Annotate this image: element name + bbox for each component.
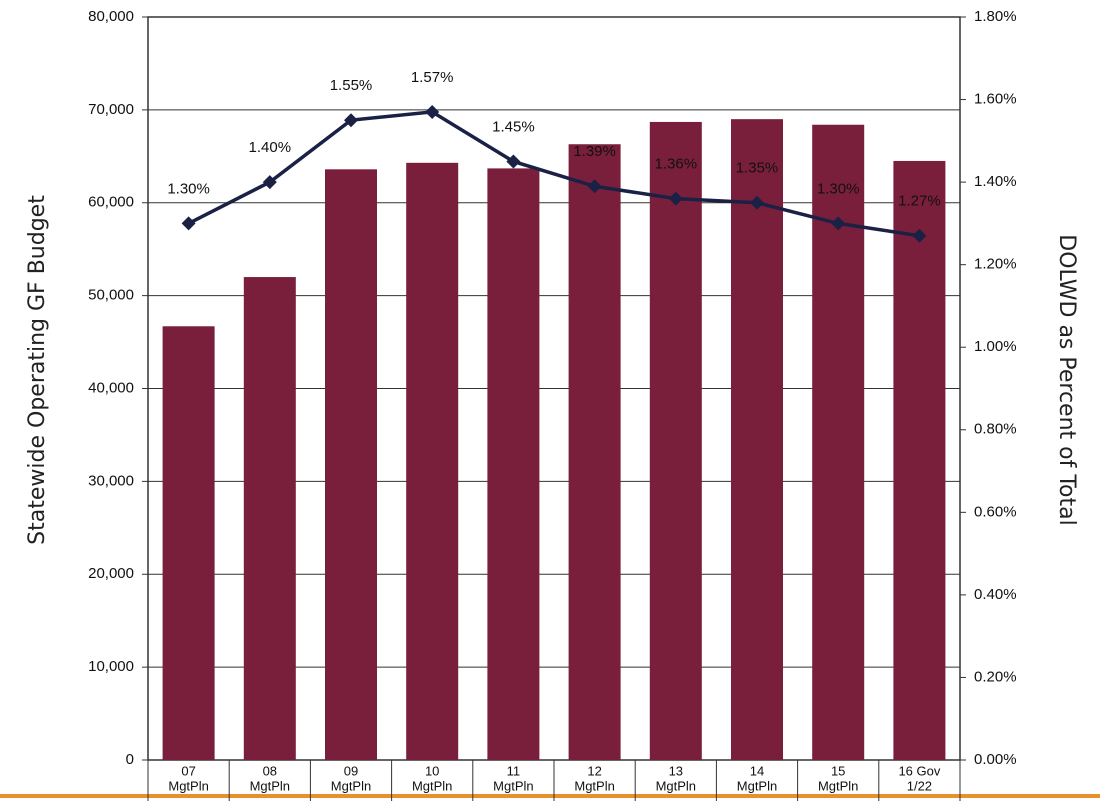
y-axis-title: Statewide Operating GF Budget	[25, 195, 50, 545]
data-label: 1.30%	[167, 180, 210, 197]
y-tick-label: 60,000	[88, 194, 134, 211]
data-label: 1.35%	[736, 160, 779, 177]
x-tick-label: MgtPln	[656, 778, 696, 793]
data-label: 1.55%	[330, 77, 373, 94]
y-tick-label: 0	[126, 751, 134, 768]
bar	[893, 160, 946, 761]
x-tick-label: MgtPln	[250, 778, 290, 793]
bar	[731, 119, 783, 761]
bar	[649, 121, 702, 761]
y-tick-label: 40,000	[88, 379, 134, 396]
y2-tick-label: 0.40%	[974, 586, 1017, 603]
data-label: 1.27%	[898, 193, 941, 210]
y-tick-label: 50,000	[88, 287, 134, 304]
bar	[325, 169, 377, 760]
line-marker	[344, 113, 358, 128]
x-tick-label: MgtPln	[818, 778, 858, 793]
x-tick-label: MgtPln	[331, 778, 371, 793]
bar	[406, 162, 459, 761]
bar	[243, 277, 296, 760]
x-tick-label: 12	[587, 763, 601, 778]
y2-tick-label: 1.60%	[974, 91, 1017, 108]
data-label: 1.30%	[817, 180, 860, 197]
x-tick-label: MgtPln	[574, 778, 614, 793]
line-marker	[912, 228, 927, 243]
data-label: 1.40%	[249, 139, 292, 156]
y-tick-label: 10,000	[88, 658, 134, 675]
line-marker	[181, 216, 196, 231]
y2-axis-title: DOLWD as Percent of Total	[1054, 234, 1079, 525]
y2-tick-label: 0.80%	[974, 421, 1017, 438]
y-tick-label: 30,000	[88, 472, 134, 489]
x-tick-label: MgtPln	[737, 778, 777, 793]
line-marker	[425, 104, 440, 119]
y2-tick-label: 1.80%	[974, 8, 1017, 25]
x-tick-label: 07	[181, 763, 195, 778]
line-marker	[587, 179, 602, 194]
bar	[162, 326, 215, 760]
x-tick-label: 13	[669, 763, 683, 778]
x-tick-label: 16 Gov	[898, 763, 940, 778]
x-tick-label: 14	[750, 763, 764, 778]
x-tick-label: 09	[344, 763, 358, 778]
bar	[812, 124, 865, 761]
x-tick-label: 11	[507, 763, 521, 778]
line-marker	[506, 154, 521, 169]
y-tick-label: 20,000	[88, 565, 134, 582]
y2-tick-label: 1.20%	[974, 256, 1017, 273]
line-marker	[262, 175, 277, 190]
line-marker	[750, 195, 764, 210]
data-label: 1.45%	[492, 118, 535, 135]
y2-tick-label: 0.60%	[974, 503, 1017, 520]
y2-tick-label: 0.20%	[974, 668, 1017, 685]
x-tick-label: 15	[831, 763, 845, 778]
x-tick-label: MgtPln	[493, 778, 533, 793]
x-tick-label: MgtPln	[412, 778, 452, 793]
bar	[487, 168, 540, 761]
data-label: 1.36%	[655, 156, 698, 173]
data-label: 1.57%	[411, 69, 454, 86]
y-tick-label: 70,000	[88, 101, 134, 118]
x-tick-label: 1/22	[907, 778, 932, 793]
line	[187, 110, 920, 238]
y2-tick-label: 1.40%	[974, 173, 1017, 190]
y2-tick-label: 0.00%	[974, 751, 1017, 768]
x-tick-label: 10	[425, 763, 439, 778]
y2-tick-label: 1.00%	[974, 338, 1017, 355]
bar	[568, 144, 621, 760]
x-tick-label: 08	[263, 763, 277, 778]
data-label: 1.39%	[573, 143, 616, 160]
y-tick-label: 80,000	[88, 8, 134, 25]
line-marker	[831, 216, 846, 231]
x-tick-label: MgtPln	[168, 778, 208, 793]
line-marker	[668, 191, 683, 206]
